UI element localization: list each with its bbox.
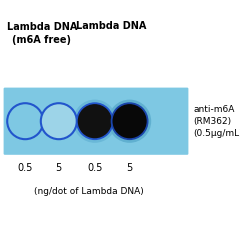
Text: Lambda DNA: Lambda DNA: [76, 21, 147, 31]
Text: 0.5: 0.5: [87, 163, 102, 173]
Text: 5: 5: [56, 163, 62, 173]
Circle shape: [112, 103, 148, 139]
FancyBboxPatch shape: [4, 88, 188, 155]
Text: anti-m6A
(RM362)
(0.5μg/mL): anti-m6A (RM362) (0.5μg/mL): [193, 105, 240, 138]
Circle shape: [108, 100, 151, 143]
Text: 5: 5: [126, 163, 133, 173]
Circle shape: [73, 100, 116, 143]
Circle shape: [7, 103, 43, 139]
Circle shape: [41, 103, 77, 139]
Text: 0.5: 0.5: [18, 163, 33, 173]
Circle shape: [77, 103, 113, 139]
Text: (ng/dot of Lambda DNA): (ng/dot of Lambda DNA): [34, 187, 144, 197]
Text: Lambda DNA
(m6A free): Lambda DNA (m6A free): [7, 22, 77, 45]
